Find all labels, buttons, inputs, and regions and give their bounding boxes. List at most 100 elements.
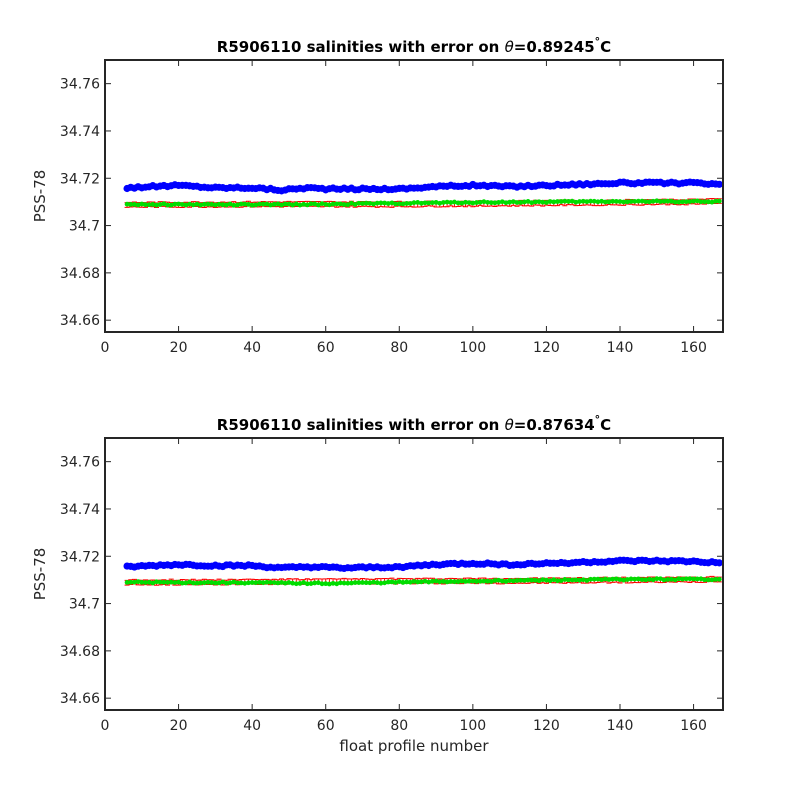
x-tick-label: 20: [170, 718, 188, 734]
data-point: [242, 580, 248, 586]
data-point: [382, 580, 387, 586]
data-point: [319, 581, 325, 587]
top-plot-area: 0 20 40 60 80 100 120 140 160 34.66 34.68 34.7 34.72…: [60, 59, 724, 356]
data-point: [474, 200, 479, 205]
data-point: [540, 577, 546, 583]
data-point: [227, 580, 233, 586]
data-point: [444, 199, 450, 205]
data-point: [555, 199, 560, 204]
data-point: [246, 580, 251, 586]
data-point: [143, 580, 148, 585]
data-point: [455, 579, 461, 585]
top-chart-panel: R5906110 salinities with error on θ=0.89…: [31, 35, 724, 356]
x-tick-label: 140: [607, 340, 634, 356]
data-point: [326, 202, 332, 208]
data-point: [621, 199, 627, 205]
data-point: [275, 580, 281, 586]
data-point: [621, 577, 627, 583]
data-point: [360, 201, 365, 206]
data-point: [669, 198, 674, 204]
data-point: [165, 579, 170, 585]
data-point: [183, 202, 189, 208]
data-point: [308, 581, 314, 586]
data-point: [650, 198, 656, 204]
bottom-plot-area: 0 20 40 60 80 100 120 140 160 34.66 34.68 34.7 34.72…: [60, 437, 724, 734]
data-point: [198, 202, 204, 208]
data-point: [547, 578, 553, 584]
data-point: [341, 202, 347, 207]
data-point: [179, 580, 185, 586]
data-point: [179, 202, 185, 207]
data-point: [602, 576, 608, 582]
data-point: [304, 202, 310, 208]
data-point: [507, 199, 513, 205]
data-point: [551, 577, 557, 583]
data-point: [610, 576, 616, 582]
data-point: [683, 576, 689, 582]
data-point: [301, 201, 307, 207]
data-point: [544, 200, 549, 205]
data-point: [128, 201, 134, 207]
data-point: [338, 201, 343, 207]
data-point: [212, 580, 218, 586]
data-point: [569, 577, 575, 583]
data-point: [418, 579, 424, 585]
data-point: [360, 580, 365, 585]
data-point: [658, 576, 663, 582]
series-2: [124, 198, 722, 208]
data-point: [363, 200, 369, 206]
data-point: [503, 200, 509, 206]
data-point: [632, 576, 638, 582]
data-point: [209, 201, 215, 207]
data-point: [635, 198, 641, 204]
data-point: [223, 202, 229, 208]
data-point: [389, 200, 395, 206]
x-tick-label: 140: [607, 718, 634, 734]
data-point: [135, 202, 141, 208]
data-point: [293, 581, 299, 587]
data-point: [246, 201, 251, 207]
data-point: [279, 580, 284, 585]
data-point: [161, 201, 167, 207]
data-point: [705, 577, 711, 583]
data-point: [150, 580, 156, 586]
y-tick-label: 34.72: [60, 549, 100, 565]
data-point: [330, 201, 336, 207]
data-point: [407, 579, 413, 585]
data-point: [404, 579, 410, 585]
data-point: [463, 579, 468, 584]
y-tick-label: 34.74: [60, 502, 100, 518]
x-tick-label: 100: [459, 340, 486, 356]
data-point: [628, 576, 634, 582]
data-point: [363, 580, 369, 586]
data-point: [415, 579, 421, 585]
data-point: [665, 198, 671, 204]
data-point: [477, 199, 483, 205]
data-point: [510, 199, 516, 205]
data-point: [227, 201, 233, 207]
series-2: [124, 576, 722, 587]
data-point: [249, 580, 255, 585]
data-point: [293, 201, 299, 207]
data-point: [235, 202, 240, 208]
data-point: [532, 199, 538, 205]
data-point: [172, 201, 178, 207]
data-point: [271, 201, 277, 207]
data-point: [312, 580, 318, 586]
series-0: [123, 556, 723, 573]
data-point: [139, 579, 145, 585]
data-point: [643, 199, 649, 205]
data-point: [702, 577, 708, 583]
data-point: [499, 578, 505, 584]
data-point: [496, 577, 502, 583]
data-point: [661, 198, 667, 204]
data-point: [525, 198, 531, 204]
x-tick-label: 160: [680, 340, 707, 356]
data-point: [617, 577, 623, 582]
data-point: [566, 577, 571, 583]
data-point: [349, 200, 354, 206]
data-point: [683, 199, 689, 205]
x-tick-label: 0: [101, 340, 110, 356]
x-axis-label: float profile number: [339, 737, 489, 755]
